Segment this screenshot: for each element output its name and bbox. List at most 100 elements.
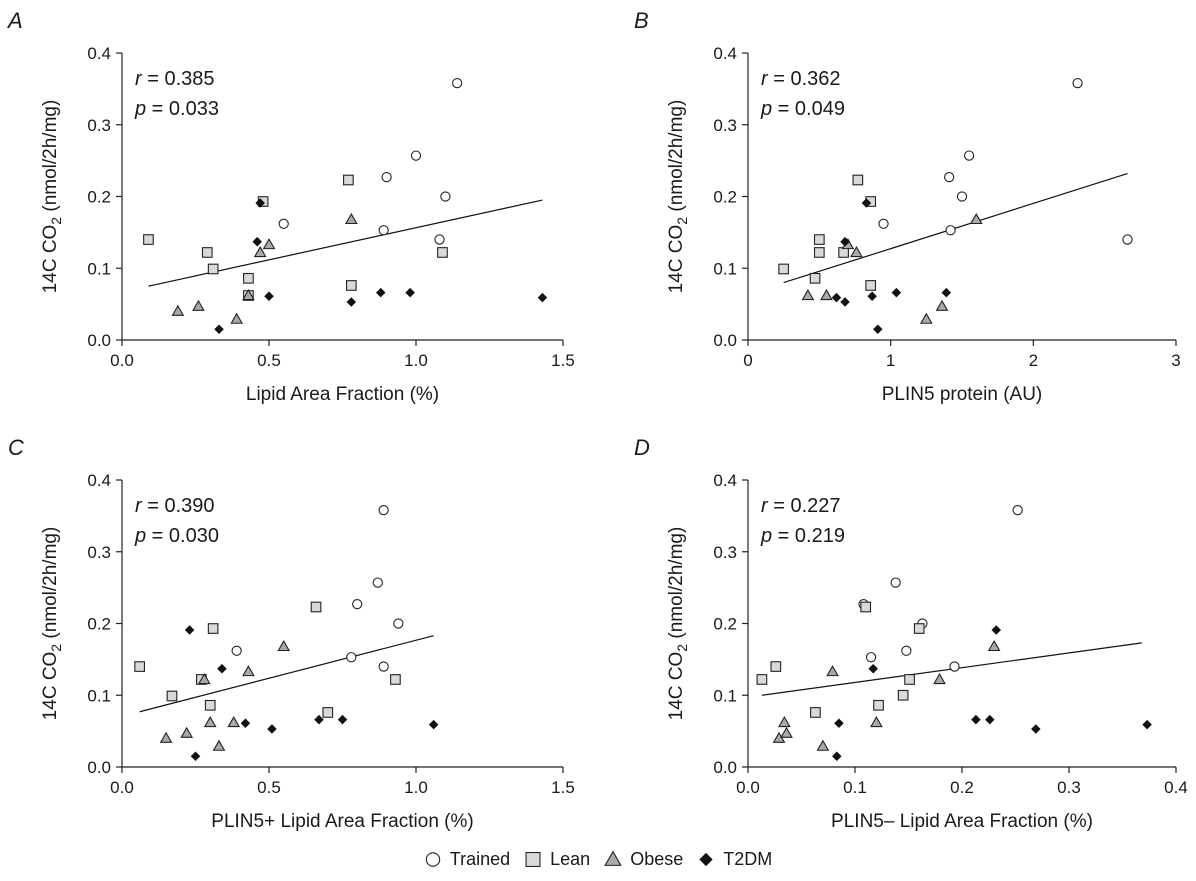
stat-p: p = 0.030 [134, 525, 219, 547]
data-point-triangle [969, 212, 983, 225]
data-point-triangle [242, 289, 255, 301]
data-point-diamond [840, 236, 850, 247]
x-tick-label: 0.1 [843, 778, 867, 797]
data-point-square [322, 707, 334, 718]
stat-r: r = 0.385 [135, 68, 215, 90]
x-tick-label: 0 [743, 351, 752, 370]
y-tick-label: 0.3 [87, 116, 111, 135]
data-point-square [852, 174, 864, 186]
legend-item-obese: Obese [604, 849, 683, 870]
legend-item-trained: Trained [424, 849, 510, 870]
data-point-triangle [935, 299, 949, 311]
series-lean [134, 601, 401, 718]
x-axis-title: PLIN5– Lipid Area Fraction (%) [831, 811, 1093, 832]
data-point-circle [372, 577, 383, 588]
x-tick-label: 0.3 [1057, 778, 1081, 797]
data-point-square [809, 272, 821, 284]
data-point-diamond [255, 198, 265, 208]
figure-panels: A 0.0 0.1 0.2 0.3 0.4 0.0 0.5 1.0 1.5 Lipid Area F… [6, 8, 1188, 832]
data-point-circle [865, 652, 877, 663]
data-point-circle [452, 77, 463, 89]
data-point-diamond [267, 724, 277, 734]
data-point-diamond [1031, 724, 1041, 734]
data-point-square [134, 661, 145, 672]
data-point-square [897, 689, 909, 701]
data-point-triangle [230, 312, 244, 324]
y-tick-label: 0.4 [87, 471, 111, 490]
y-tick-label: 0.2 [87, 615, 111, 634]
data-point-triangle [344, 212, 358, 225]
data-point-circle [410, 150, 422, 161]
x-tick-label: 0.0 [110, 778, 134, 797]
data-point-square [204, 699, 216, 711]
data-point-circle [378, 504, 389, 516]
data-point-square [813, 247, 825, 258]
data-point-diamond [834, 718, 844, 728]
data-point-square [904, 674, 915, 685]
stat-p: p = 0.219 [760, 525, 845, 547]
data-point-circle [944, 171, 955, 183]
data-point-diamond [537, 292, 548, 303]
data-point-diamond [314, 714, 324, 725]
data-point-diamond [840, 297, 850, 307]
panel-c: C 0.0 0.1 0.2 0.3 0.4 0.0 0.5 1.0 1.5 PLIN5+ Lipid… [8, 435, 575, 832]
data-point-triangle [870, 716, 883, 728]
data-point-circle [434, 234, 445, 245]
stat-r: r = 0.390 [135, 495, 215, 517]
data-point-triangle [159, 731, 173, 743]
data-point-diamond [991, 625, 1002, 635]
data-point-triangle [253, 245, 267, 258]
data-point-triangle [227, 716, 241, 728]
y-tick-label: 0.0 [87, 331, 111, 350]
data-point-diamond [873, 324, 883, 335]
stat-r: r = 0.227 [761, 495, 841, 517]
data-point-circle [381, 171, 392, 183]
x-tick-label: 1.5 [551, 351, 575, 370]
data-point-triangle [820, 289, 833, 301]
series-obese [772, 639, 1001, 751]
data-point-square [310, 601, 322, 613]
data-point-square [207, 263, 219, 275]
y-tick-label: 0.0 [87, 758, 111, 777]
series-t2dm [832, 625, 1152, 762]
data-point-circle [1122, 234, 1133, 245]
data-point-circle [378, 225, 389, 236]
x-tick-label: 1 [886, 351, 895, 370]
y-axis-title: 14C CO2 (nmol/2h/mg) [40, 100, 64, 294]
x-axis-title: PLIN5+ Lipid Area Fraction (%) [211, 811, 473, 832]
data-point-diamond [971, 714, 981, 725]
data-point-square [810, 707, 821, 718]
data-point-square [243, 272, 254, 284]
legend-label: Lean [550, 848, 591, 869]
x-tick-label: 1.0 [404, 778, 428, 797]
data-point-circle [890, 577, 901, 588]
data-point-triangle [919, 312, 933, 324]
series-trained [231, 504, 404, 672]
data-point-diamond [240, 718, 251, 728]
data-point-square [778, 263, 790, 275]
x-tick-label: 1.5 [551, 778, 575, 797]
data-point-square [913, 623, 925, 634]
series-t2dm [831, 198, 952, 335]
data-point-circle [945, 225, 956, 236]
data-point-triangle [780, 726, 793, 738]
legend-item-t2dm: T2DM [697, 849, 772, 870]
series-obese [159, 639, 291, 751]
x-tick-label: 0.5 [257, 351, 281, 370]
data-point-triangle [277, 639, 291, 652]
series-lean [778, 174, 877, 291]
legend-marker-diamond-icon [699, 852, 713, 867]
data-point-square [345, 280, 357, 291]
series-trained [278, 77, 463, 245]
data-point-triangle [987, 639, 1001, 652]
data-point-triangle [203, 716, 217, 728]
legend: Trained Lean Obese T2DM [0, 846, 1196, 872]
data-point-triangle [171, 304, 185, 316]
y-tick-label: 0.0 [713, 758, 737, 777]
y-tick-label: 0.1 [87, 259, 111, 278]
data-point-square [166, 690, 178, 702]
legend-label: Obese [630, 848, 684, 869]
legend-item-lean: Lean [524, 849, 590, 870]
regression-line [148, 199, 543, 287]
data-point-circle [278, 218, 289, 229]
